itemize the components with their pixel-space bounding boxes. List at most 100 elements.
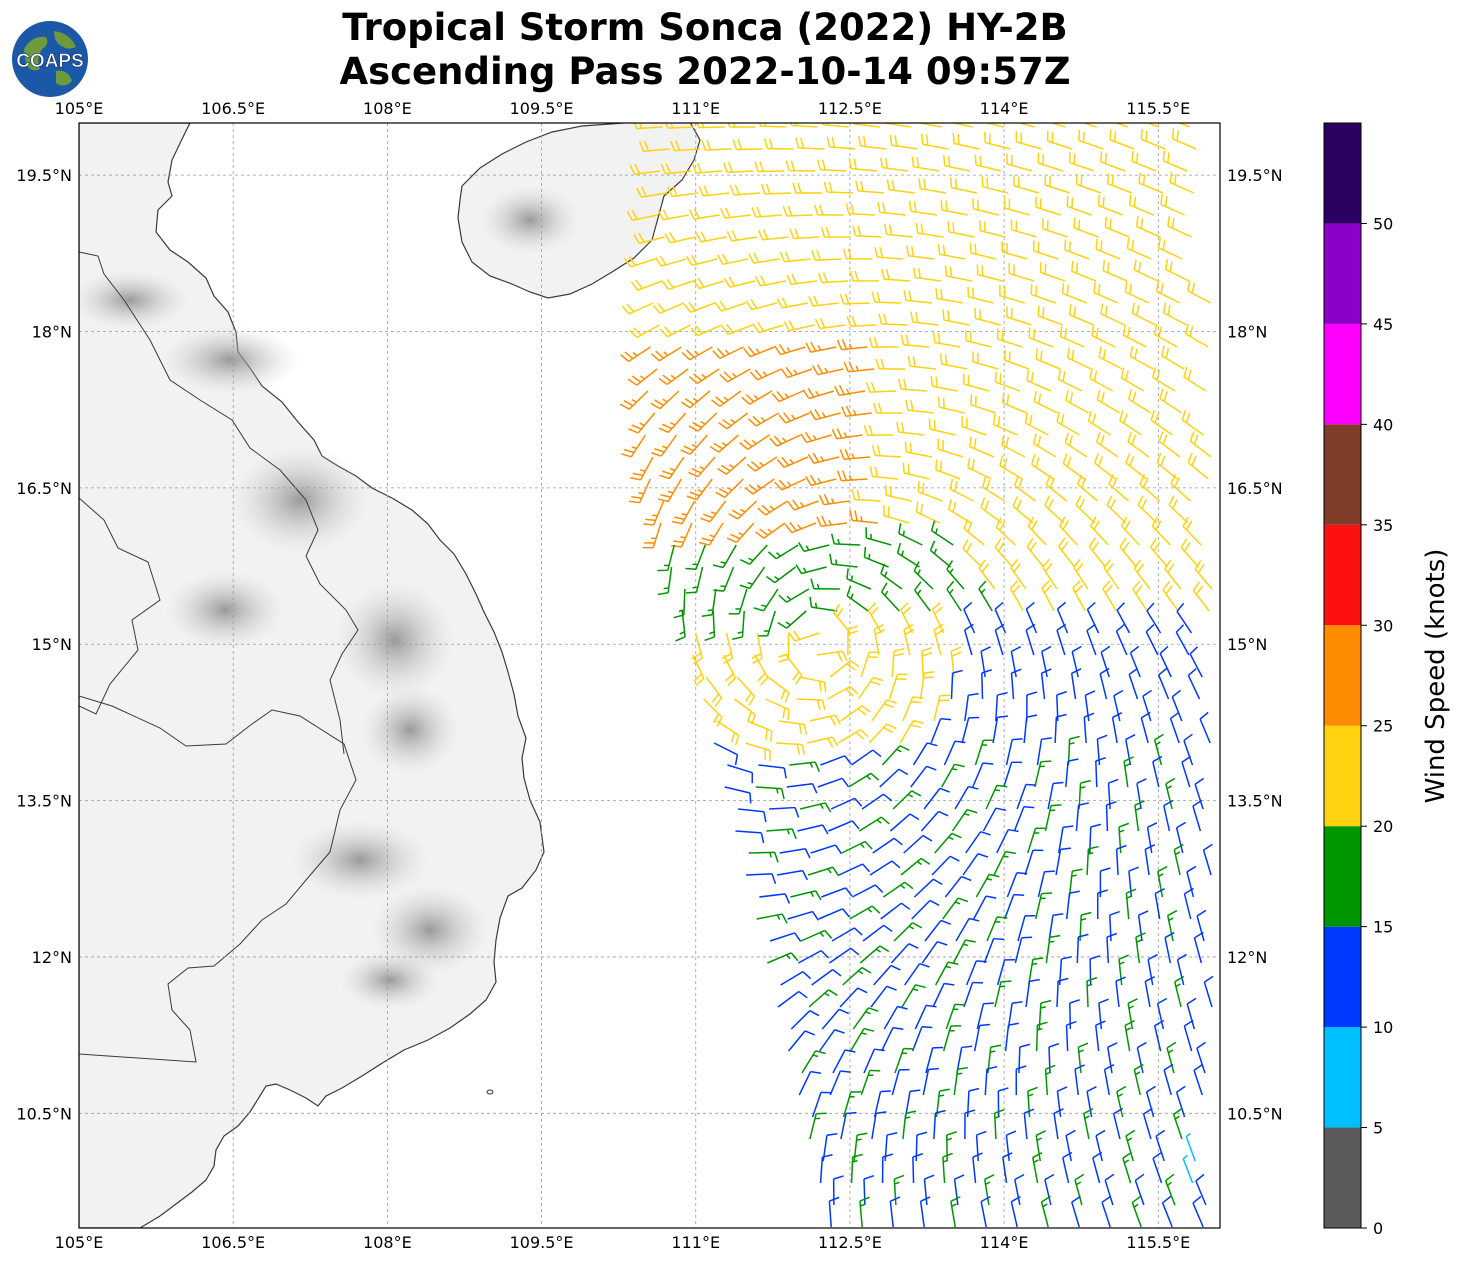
wind-barb bbox=[1044, 1173, 1055, 1206]
wind-barb-flag bbox=[999, 455, 1004, 466]
wind-barb-half-flag bbox=[793, 369, 798, 375]
wind-barb-flag bbox=[840, 1070, 851, 1073]
wind-barb bbox=[1187, 452, 1209, 480]
wind-barb-shaft bbox=[1109, 914, 1112, 942]
wind-barb-flag bbox=[904, 441, 908, 453]
wind-barb-shaft bbox=[1035, 1024, 1039, 1052]
wind-barb-flag bbox=[1084, 712, 1095, 718]
wind-barb bbox=[1064, 239, 1090, 260]
wind-barb-flag bbox=[937, 396, 941, 408]
wind-barb bbox=[1066, 195, 1092, 216]
wind-barb-flag bbox=[1127, 388, 1133, 400]
wind-barb bbox=[1068, 152, 1095, 172]
wind-barb bbox=[840, 705, 871, 722]
wind-barb-flag bbox=[1199, 711, 1209, 720]
title-line-2: Ascending Pass 2022-10-14 09:57Z bbox=[339, 50, 1071, 93]
wind-barb bbox=[1089, 955, 1101, 986]
wind-barb bbox=[1182, 1154, 1194, 1184]
wind-barb-flag bbox=[1003, 457, 1008, 469]
wind-barb-shaft bbox=[1005, 739, 1013, 766]
wind-barb-flag bbox=[870, 772, 880, 781]
wind-barb bbox=[744, 742, 771, 761]
wind-barb-half-flag bbox=[781, 437, 787, 443]
wind-barb-flag bbox=[814, 761, 821, 773]
wind-barb-flag bbox=[901, 422, 905, 433]
wind-barb-flag bbox=[750, 371, 759, 381]
wind-barb bbox=[1129, 645, 1141, 678]
wind-barb-flag bbox=[655, 350, 665, 359]
wind-barb-half-flag bbox=[761, 604, 767, 608]
wind-barb-shaft bbox=[932, 983, 945, 1008]
wind-barb bbox=[1107, 1042, 1118, 1074]
wind-barb-flag bbox=[883, 224, 888, 235]
wind-barb bbox=[819, 1154, 833, 1184]
wind-barb bbox=[849, 509, 879, 524]
wind-barb bbox=[1199, 711, 1211, 744]
wind-barb-shaft bbox=[1002, 1157, 1008, 1184]
wind-barb-flag bbox=[722, 418, 732, 427]
wind-barb-flag bbox=[1156, 369, 1161, 381]
map-title: Tropical Storm Sonca (2022) HY-2B Ascend… bbox=[200, 6, 1210, 94]
lon-labels-bottom: 105°E 106.5°E 108°E 109.5°E 111°E 112.5°E 114°… bbox=[55, 1233, 1191, 1252]
wind-barb bbox=[912, 742, 938, 766]
wind-barb-shaft bbox=[1065, 1024, 1069, 1052]
wind-barb bbox=[1165, 777, 1176, 810]
wind-barb-flag bbox=[836, 607, 844, 618]
wind-barb bbox=[1169, 711, 1180, 744]
wind-barb-shaft bbox=[1152, 1158, 1163, 1184]
wind-barb-flag bbox=[1026, 537, 1034, 548]
wind-barb bbox=[970, 394, 996, 414]
wind-barb-flag bbox=[794, 807, 800, 818]
wind-barb-flag bbox=[1128, 194, 1132, 206]
wind-barb-flag bbox=[1061, 955, 1072, 960]
wind-barb-flag bbox=[1127, 431, 1133, 442]
wind-barb-shaft bbox=[1004, 894, 1015, 920]
wind-barb bbox=[1048, 1042, 1060, 1074]
wind-barb-shaft bbox=[863, 1178, 866, 1206]
wind-barb-shaft bbox=[965, 831, 982, 854]
wind-barb-flag bbox=[1162, 150, 1166, 161]
wind-barb-shaft bbox=[1116, 609, 1131, 634]
wind-barb-flag bbox=[1159, 388, 1164, 399]
wind-barb-shaft bbox=[1095, 1135, 1103, 1162]
terrain-shade bbox=[480, 185, 580, 255]
wind-barb-flag bbox=[1006, 394, 1010, 405]
wind-barb bbox=[809, 1112, 827, 1140]
wind-barb-shaft bbox=[943, 740, 956, 766]
wind-barb-flag bbox=[681, 351, 691, 361]
wind-barb-flag bbox=[803, 724, 807, 735]
wind-barb-flag bbox=[623, 257, 632, 268]
wind-barb-flag bbox=[834, 1029, 845, 1034]
wind-barb-flag bbox=[845, 688, 854, 697]
wind-barb-flag bbox=[1057, 977, 1069, 982]
wind-barb-shaft bbox=[1203, 981, 1213, 1008]
wind-barb-half-flag bbox=[697, 489, 703, 493]
wind-barb-half-flag bbox=[819, 932, 825, 937]
wind-barb-flag bbox=[1037, 435, 1042, 447]
wind-barb-flag bbox=[1032, 433, 1037, 444]
wind-barb-flag bbox=[1027, 516, 1035, 527]
wind-barb-flag bbox=[1062, 825, 1074, 829]
wind-barb-flag bbox=[1106, 563, 1114, 573]
wind-barb-flag bbox=[1129, 283, 1133, 295]
wind-barb-flag bbox=[1097, 734, 1108, 740]
wind-barb-flag bbox=[1173, 1107, 1183, 1115]
wind-barb-flag bbox=[759, 528, 769, 536]
colorbar-tick-label: 30 bbox=[1373, 616, 1393, 635]
wind-barb-flag bbox=[1136, 305, 1140, 316]
wind-barb-flag bbox=[1173, 174, 1177, 185]
wind-barb bbox=[1003, 197, 1030, 216]
wind-barb bbox=[746, 456, 778, 472]
wind-barb-flag bbox=[1147, 822, 1158, 829]
wind-barb-half-flag bbox=[827, 868, 832, 874]
wind-barb bbox=[675, 610, 686, 642]
wind-barb-half-flag bbox=[946, 1137, 953, 1141]
wind-barb bbox=[1010, 559, 1027, 590]
wind-barb-flag bbox=[880, 816, 890, 825]
wind-barb-flag bbox=[822, 272, 828, 283]
wind-barb-flag bbox=[938, 699, 950, 702]
wind-barb bbox=[1102, 260, 1128, 282]
wind-barb-flag bbox=[1012, 496, 1019, 507]
wind-barb-flag bbox=[1111, 174, 1114, 186]
wind-barb-flag bbox=[654, 447, 665, 453]
